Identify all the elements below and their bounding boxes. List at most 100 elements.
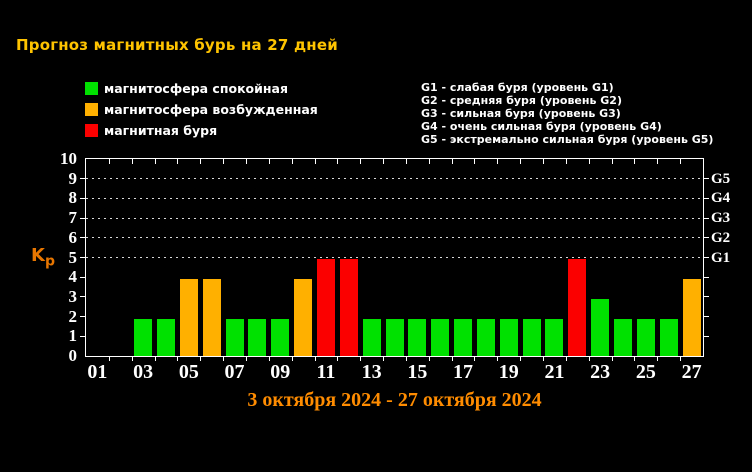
axis-tick-top	[657, 159, 659, 164]
y-axis-tick-label-10: 10	[60, 149, 77, 168]
kp-bar-day-05	[179, 279, 198, 356]
axis-tick-bottom	[314, 357, 316, 361]
kp-gridline-7	[86, 217, 703, 219]
axis-tick-top	[611, 159, 613, 164]
g-level-label-G4: G4	[711, 190, 731, 207]
axis-tick-right	[704, 237, 709, 239]
kp-bar-day-20	[522, 318, 541, 356]
page-title: Прогноз магнитных бурь на 27 дней	[16, 36, 338, 54]
x-axis-day-label-27: 27	[681, 361, 702, 383]
axis-tick-top	[314, 159, 316, 164]
x-axis-day-label-19: 19	[498, 361, 519, 383]
kp-bar-day-04	[156, 318, 175, 356]
axis-tick-bottom	[200, 357, 202, 361]
storm-level-legend: G1 - слабая буря (уровень G1) G2 - средня…	[421, 81, 713, 146]
axis-tick-bottom	[634, 357, 636, 361]
axis-tick-bottom	[611, 357, 613, 361]
kp-bar-day-17	[454, 318, 473, 356]
axis-tick-right	[704, 276, 709, 278]
x-axis-day-label-01: 01	[87, 361, 108, 383]
axis-tick-bottom	[657, 357, 659, 361]
y-axis-tick-label-2: 2	[68, 306, 78, 326]
axis-tick-left	[80, 257, 85, 258]
y-axis-tick-label-0: 0	[68, 346, 78, 365]
axis-tick-top	[200, 159, 202, 164]
kp-gridline-9	[86, 178, 703, 180]
g-level-label-G2: G2	[711, 229, 731, 246]
kp-bar-day-19	[499, 318, 518, 356]
kp-gridline-8	[86, 197, 703, 199]
y-axis-tick-label-9: 9	[68, 168, 78, 188]
legend-swatch-quiet	[85, 82, 98, 95]
x-axis-day-label-25: 25	[635, 361, 656, 383]
storm-level-line-5: G5 - экстремально сильная буря (уровень …	[421, 133, 714, 146]
axis-tick-bottom	[154, 357, 156, 361]
kp-bar-day-09	[271, 318, 290, 356]
kp-bar-day-23	[591, 298, 610, 356]
y-axis-tick-label-5: 5	[68, 247, 78, 267]
axis-tick-top	[223, 159, 225, 164]
axis-tick-top	[520, 159, 522, 164]
y-axis-tick-label-3: 3	[68, 286, 78, 306]
kp-bar-day-13	[362, 318, 381, 356]
legend-item-quiet: магнитосфера спокойная	[85, 82, 318, 95]
axis-tick-top	[337, 159, 339, 164]
date-range-label: 3 октября 2024 - 27 октября 2024	[247, 389, 542, 411]
kp-bar-day-16	[431, 318, 450, 356]
axis-tick-right	[704, 197, 709, 199]
kp-axis-label: Kp	[31, 245, 55, 270]
axis-tick-bottom	[543, 357, 545, 361]
kp-bar-day-03	[134, 318, 153, 356]
axis-tick-bottom	[405, 357, 407, 361]
axis-tick-right	[704, 257, 709, 258]
kp-bar-day-22	[568, 259, 587, 356]
kp-bar-day-06	[202, 279, 221, 356]
axis-tick-top	[291, 159, 293, 164]
axis-tick-bottom	[428, 357, 430, 361]
axis-tick-top	[245, 159, 247, 164]
legend-swatch-active	[85, 103, 98, 116]
axis-tick-bottom	[451, 357, 453, 361]
y-axis-tick-label-6: 6	[68, 227, 78, 247]
axis-tick-left	[80, 335, 85, 337]
legend-label-storm: магнитная буря	[104, 123, 218, 138]
kp-bar-day-10	[294, 279, 313, 356]
axis-tick-top	[680, 159, 682, 164]
x-axis-day-label-13: 13	[361, 361, 382, 383]
axis-tick-top	[451, 159, 453, 164]
axis-tick-bottom	[497, 357, 499, 361]
axis-tick-top	[154, 159, 156, 164]
kp-bar-day-14	[385, 318, 404, 356]
x-axis-day-label-17: 17	[453, 361, 474, 383]
axis-tick-bottom	[565, 357, 567, 361]
axis-tick-top	[565, 159, 567, 164]
kp-bar-day-11	[316, 259, 335, 356]
x-axis-day-label-11: 11	[316, 361, 336, 383]
axis-tick-bottom	[680, 357, 682, 361]
x-axis-day-label-21: 21	[544, 361, 565, 383]
storm-level-line-4: G4 - очень сильная буря (уровень G4)	[421, 120, 662, 133]
axis-tick-bottom	[268, 357, 270, 361]
x-axis-day-label-07: 07	[224, 361, 245, 383]
axis-tick-left	[80, 276, 85, 278]
axis-tick-bottom	[383, 357, 385, 361]
y-axis-tick-label-4: 4	[68, 267, 78, 287]
axis-tick-right	[704, 335, 709, 337]
axis-tick-top	[588, 159, 590, 164]
kp-bar-day-25	[636, 318, 655, 356]
kp-bar-day-12	[339, 259, 358, 356]
axis-tick-bottom	[131, 357, 133, 361]
storm-level-line-3: G3 - сильная буря (уровень G3)	[421, 107, 621, 120]
legend-label-quiet: магнитосфера спокойная	[104, 81, 288, 96]
kp-bar-day-18	[476, 318, 495, 356]
axis-tick-right	[704, 316, 709, 318]
axis-tick-top	[474, 159, 476, 164]
axis-tick-top	[268, 159, 270, 164]
axis-tick-bottom	[588, 357, 590, 361]
axis-tick-top	[360, 159, 362, 164]
kp-bar-day-07	[225, 318, 244, 356]
axis-tick-top	[634, 159, 636, 164]
y-axis-tick-label-1: 1	[68, 326, 78, 346]
axis-tick-top	[405, 159, 407, 164]
